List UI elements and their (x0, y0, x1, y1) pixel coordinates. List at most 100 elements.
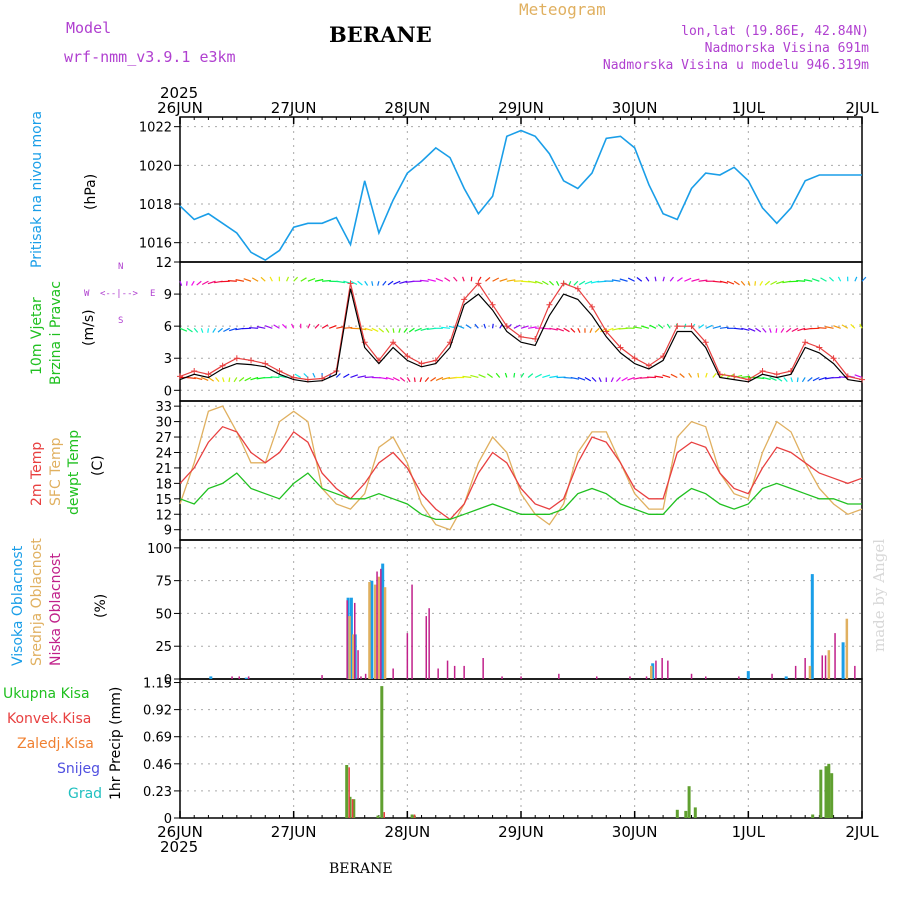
wind-direction-arrow (605, 327, 614, 332)
cloud-bar (392, 668, 394, 679)
cloud-bar (824, 655, 827, 679)
wind-direction-arrow (300, 277, 307, 282)
model-altitude-label: Nadmorska Visina u modelu 946.319m (602, 58, 869, 73)
wind-direction-arrow (378, 327, 385, 333)
wind-direction-arrow (568, 281, 572, 286)
pressure-line (179, 129, 862, 262)
cloud-bar (705, 676, 707, 679)
wind-direction-arrow (413, 377, 416, 383)
wind-direction-arrow (193, 327, 199, 333)
top-year: 2025 (160, 84, 199, 102)
wind-gust-marker (674, 323, 681, 330)
footer-station: BERANE (329, 861, 393, 877)
precip-bar (819, 769, 823, 818)
wind-direction-arrow (201, 376, 209, 381)
cloud-bar (364, 673, 367, 679)
wind-direction-arrow (286, 374, 294, 379)
wind-direction-arrow (499, 323, 503, 329)
wind-direction-arrow (408, 327, 415, 333)
precip-panel: 0 0.23 0.46 0.69 0.92 1.15 (143, 677, 863, 827)
wind-direction-arrow (371, 281, 374, 286)
cloud-bar (376, 571, 378, 679)
wind-direction-arrow (399, 377, 406, 382)
cloud-bar (346, 597, 350, 679)
wind-direction-arrow (726, 374, 735, 379)
cloud-bar (360, 676, 362, 679)
wind-direction-arrow (542, 374, 551, 379)
wind-direction-arrow (801, 377, 806, 383)
wind-direction-arrow (610, 377, 614, 383)
wind-direction-arrow (807, 377, 813, 382)
wind-direction-arrow (200, 328, 204, 333)
wind-direction-arrow (435, 277, 444, 282)
wind-direction-arrow (577, 328, 581, 333)
precip-bar (675, 809, 679, 818)
wind-gust-marker (489, 301, 496, 308)
cloud-bar (321, 675, 323, 679)
wind-direction-arrow (645, 276, 650, 282)
wind-gust-marker (418, 360, 425, 367)
precip-bar (348, 767, 350, 818)
wind-direction-arrow (598, 377, 602, 383)
wind-direction-arrow (448, 325, 458, 329)
compass-mid: <--|--> (100, 289, 138, 299)
wind-direction-arrow (229, 327, 238, 332)
station-title: BERANE (329, 22, 432, 47)
cloud-bar (690, 673, 693, 679)
wind-direction-arrow (759, 280, 764, 286)
wind-direction-arrow (719, 280, 729, 284)
wind-direction-arrow (244, 376, 252, 382)
wind-direction-arrow (776, 376, 783, 382)
precip-tick-label: 0.69 (143, 731, 172, 746)
cloud-bar (821, 655, 823, 679)
precip-bar (380, 686, 384, 818)
wind-direction-arrow (398, 328, 401, 333)
cloud-bar (596, 676, 598, 679)
wind-direction-arrow (273, 324, 280, 329)
wind-direction-arrow (563, 327, 570, 333)
model-name: wrf-nmm_v3.9.1 e3km (64, 48, 236, 66)
wind-gust-marker (731, 373, 738, 380)
wind-direction-arrow (179, 327, 188, 332)
wind-direction-arrow (470, 276, 473, 282)
watermark: made by Angel (870, 538, 888, 652)
wind-direction-arrow (621, 376, 628, 382)
cloud-bar (238, 676, 240, 679)
wind-direction-arrow (403, 327, 408, 333)
wind-direction-arrow (371, 327, 379, 332)
wind-gust-marker (688, 323, 695, 330)
wind-direction-arrow (549, 327, 558, 331)
cloud-bar (841, 642, 845, 679)
wind-direction-arrow (486, 373, 493, 378)
wind-direction-arrow (627, 277, 635, 282)
wind-direction-arrow (520, 372, 525, 378)
wind-direction-arrow (705, 372, 708, 378)
bottom-time-label: 30JUN (612, 823, 658, 841)
top-time-label: 30JUN (612, 99, 658, 117)
wind-direction-arrow (215, 377, 220, 382)
wind-direction-arrow (260, 276, 266, 282)
wind-direction-arrow (688, 372, 693, 378)
wind-direction-arrow (818, 376, 827, 381)
wind-gust-marker (475, 280, 482, 287)
wind-direction-arrow (207, 280, 216, 285)
wind-direction-arrow (293, 276, 299, 282)
wind-direction-arrow (578, 280, 586, 286)
wind-gust-marker (518, 333, 524, 340)
wind-direction-arrow (405, 280, 415, 283)
wind-direction-arrow (278, 375, 287, 379)
wind-direction-arrow (691, 278, 700, 282)
wind-direction-arrow (775, 328, 778, 333)
wind-direction-arrow (243, 278, 252, 282)
wind-direction-arrow (399, 280, 408, 284)
temp-tick-label: 12 (155, 508, 172, 523)
wind-direction-arrow (535, 280, 543, 285)
wind-gust-marker (546, 301, 553, 308)
wind-direction-arrow (420, 327, 429, 331)
altitude-label: Nadmorska Visina 691m (704, 41, 869, 56)
wind-gust-marker (802, 339, 809, 346)
wind-direction-arrow (797, 327, 806, 332)
wind-direction-arrow (364, 327, 373, 332)
wind-direction-arrow (377, 281, 380, 286)
wind-direction-arrow (841, 324, 849, 329)
